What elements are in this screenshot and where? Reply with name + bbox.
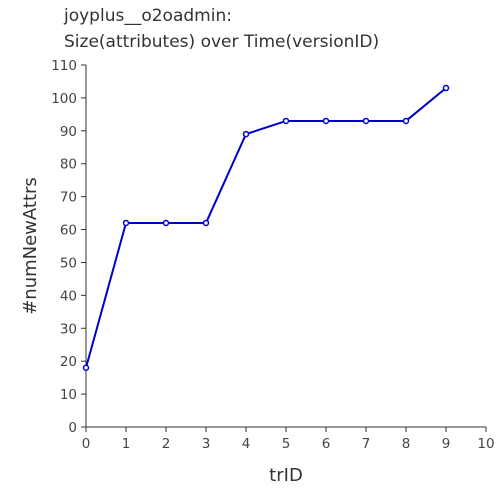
y-tick-label: 90: [60, 124, 77, 140]
x-tick-label: 0: [82, 436, 91, 452]
x-tick-label: 3: [202, 436, 211, 452]
y-tick-label: 60: [60, 223, 77, 239]
y-tick-label: 40: [60, 288, 77, 304]
chart-title-line-2: Size(attributes) over Time(versionID): [64, 32, 380, 52]
y-tick-label: 80: [60, 157, 77, 173]
y-tick-label: 10: [60, 387, 77, 403]
series-group: [82, 84, 450, 372]
x-tick-label: 5: [282, 436, 291, 452]
data-point: [282, 117, 290, 125]
y-tick-label: 50: [60, 255, 77, 271]
y-tick-label: 0: [68, 420, 77, 436]
x-tick-label: 9: [442, 436, 451, 452]
y-tick-label: 110: [51, 58, 77, 74]
data-point: [402, 117, 410, 125]
data-point: [362, 117, 370, 125]
x-tick-label: 7: [362, 436, 371, 452]
data-point: [442, 84, 450, 92]
x-tick-label: 2: [162, 436, 171, 452]
y-axis-title: #numNewAttrs: [20, 177, 41, 315]
x-tick-label: 8: [402, 436, 411, 452]
x-tick-label: 10: [477, 436, 494, 452]
data-point: [82, 364, 90, 372]
data-point: [322, 117, 330, 125]
x-tick-label: 1: [122, 436, 131, 452]
data-point: [202, 219, 210, 227]
chart-title-line-1: joyplus__o2oadmin:: [64, 6, 232, 26]
series-line: [85, 87, 447, 369]
data-point: [162, 219, 170, 227]
x-tick-label: 6: [322, 436, 331, 452]
y-tick-label: 30: [60, 321, 77, 337]
y-tick-label: 100: [51, 91, 77, 107]
y-tick-label: 70: [60, 190, 77, 206]
x-axis-title: trID: [269, 465, 303, 486]
y-tick-label: 20: [60, 354, 77, 370]
data-point: [122, 219, 130, 227]
x-tick-label: 4: [242, 436, 251, 452]
data-point: [242, 130, 250, 138]
